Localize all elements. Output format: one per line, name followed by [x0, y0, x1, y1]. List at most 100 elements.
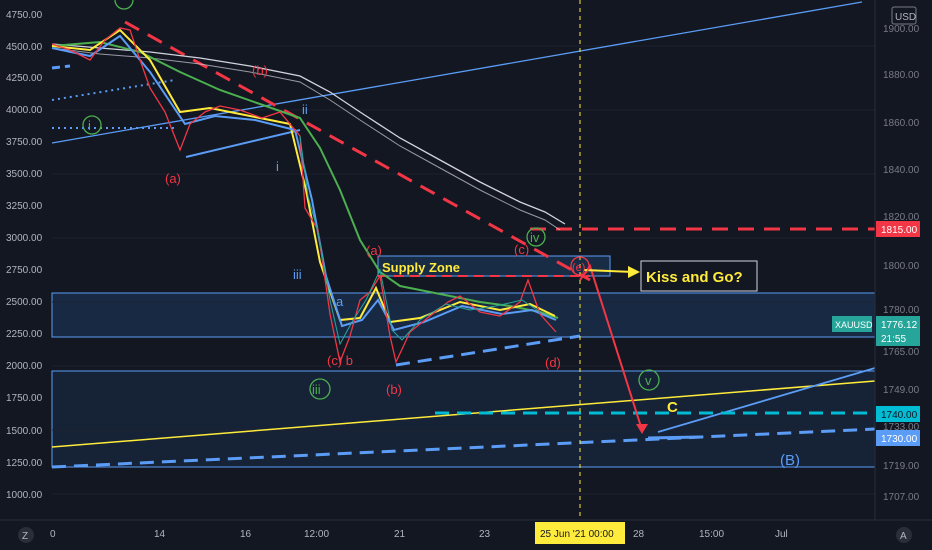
x-tick: 15:00: [699, 529, 724, 540]
right-tick: 1707.00: [883, 492, 920, 503]
symbol-badge-label: XAUUSD: [835, 320, 873, 330]
wave-label-a-top: (a): [165, 171, 181, 186]
blue-rising-trendline: [51, 1, 863, 144]
wave-label-b-top: (b): [252, 63, 268, 78]
wave-circle-v: [638, 369, 660, 391]
badge-1740: [876, 406, 920, 422]
price-path-green: [299, 135, 541, 346]
kiss-and-go-label: Kiss and Go?: [646, 269, 743, 286]
right-price-axis[interactable]: 1900.00 1880.00 1860.00 1840.00 1820.00 …: [883, 24, 920, 503]
auto-scale-button-label: A: [900, 531, 907, 542]
log-scale-button[interactable]: [18, 527, 34, 543]
left-tick: 4000.00: [6, 105, 43, 116]
wave-circle-e: [570, 256, 590, 276]
projection-arrowhead: [636, 424, 648, 434]
badge-1730: [876, 430, 920, 446]
wave-label-small-i: i: [276, 159, 279, 174]
kiss-and-go-box: [640, 260, 758, 292]
right-tick: 1749.00: [883, 385, 920, 396]
right-tick: 1840.00: [883, 165, 920, 176]
blue-future-line: [657, 367, 876, 433]
left-tick: 3250.00: [6, 201, 43, 212]
left-tick: 3500.00: [6, 169, 43, 180]
right-tick: 1733.00: [883, 422, 920, 433]
x-tick: 21: [394, 529, 406, 540]
yellow-ma: [51, 28, 556, 324]
symbol-badge: [832, 316, 872, 332]
blue-dotted-line: [51, 79, 176, 101]
white-ma-slow: [51, 43, 566, 225]
badge-current-price: [876, 316, 920, 346]
wave-label-v-circle: v: [645, 373, 652, 388]
supply-zone-box: [51, 292, 876, 338]
wave-label-a-mid: (a): [366, 243, 382, 258]
kiss-and-go-arrow: [583, 269, 635, 273]
right-tick: 1880.00: [883, 70, 920, 81]
wave-label-c-b: (c) b: [327, 353, 353, 368]
projection-arrow-1: [579, 263, 643, 431]
wave-circle-iii: [309, 378, 331, 400]
blue-dashed-short: [51, 64, 71, 70]
blue-solid-bottom: [647, 435, 701, 440]
wave-label-a-small: a: [336, 294, 344, 309]
wave-label-e-circle: (e): [572, 262, 585, 274]
x-tick: 14: [154, 529, 166, 540]
wave-circle-iv: [526, 227, 546, 247]
wave-label-B-big: (B): [780, 452, 800, 469]
wave-label-iii-blue: iii: [293, 267, 302, 282]
left-tick: 3000.00: [6, 233, 43, 244]
wave-label-c-yellow: C: [667, 399, 678, 416]
left-tick: 2500.00: [6, 297, 43, 308]
x-tick: 28: [633, 529, 645, 540]
wave-label-i-circle: i: [88, 118, 91, 133]
wave-label-d: (d): [545, 355, 561, 370]
cursor-date-badge-label: 25 Jun '21 00:00: [540, 529, 614, 540]
log-scale-button-label: Z: [22, 531, 28, 542]
left-tick: 4750.00: [6, 10, 43, 21]
left-tick: 2000.00: [6, 361, 43, 372]
wave-label-b-bottom: (b): [386, 382, 402, 397]
right-tick: 1719.00: [883, 461, 920, 472]
badge-1815: [876, 221, 920, 237]
green-ma: [51, 40, 559, 319]
wave-label-iv-circle: iv: [530, 230, 540, 245]
x-tick: 0: [50, 529, 56, 540]
left-tick: 1250.00: [6, 458, 43, 469]
right-tick: 1900.00: [883, 24, 920, 35]
cursor-date-badge: [535, 522, 625, 544]
left-price-axis[interactable]: 4750.00 4500.00 4250.00 4000.00 3750.00 …: [6, 10, 43, 501]
right-tick: 1765.00: [883, 347, 920, 358]
x-tick: Jul: [775, 529, 788, 540]
x-tick: 23: [479, 529, 491, 540]
blue-triangle-lower: [185, 129, 301, 158]
supply-zone-label: Supply Zone: [382, 260, 460, 275]
wave-circle-top: [114, 0, 134, 10]
x-tick: 12:00: [304, 529, 329, 540]
wave-label-c-top: (c): [514, 242, 529, 257]
right-tick: 1780.00: [883, 305, 920, 316]
right-tick: 1860.00: [883, 118, 920, 129]
currency-button[interactable]: [891, 6, 917, 25]
demand-zone-box: [51, 370, 876, 468]
price-path: [51, 27, 557, 365]
wave-label-small-ii: ii: [302, 102, 308, 117]
left-tick: 2250.00: [6, 329, 43, 340]
wave-label-iii-circle: iii: [312, 382, 321, 397]
left-tick: 3750.00: [6, 137, 43, 148]
left-tick: 4500.00: [6, 42, 43, 53]
blue-dashed-lower-trendline: [51, 427, 876, 469]
right-tick: 1800.00: [883, 261, 920, 272]
badge-1815-label: 1815.00: [881, 225, 918, 236]
badge-1730-label: 1730.00: [881, 434, 918, 445]
badge-countdown-label: 21:55: [881, 334, 906, 345]
currency-button-label: USD: [895, 12, 916, 23]
auto-scale-button[interactable]: [896, 527, 912, 543]
red-dashed-downtrend: [124, 20, 591, 282]
time-axis[interactable]: 0 14 16 12:00 21 23 28 15:00 Jul: [50, 529, 788, 540]
x-tick: 16: [240, 529, 252, 540]
left-tick: 1500.00: [6, 426, 43, 437]
blue-dashed-upper-channel: [395, 334, 581, 367]
left-tick: 1000.00: [6, 490, 43, 501]
left-tick: 2750.00: [6, 265, 43, 276]
